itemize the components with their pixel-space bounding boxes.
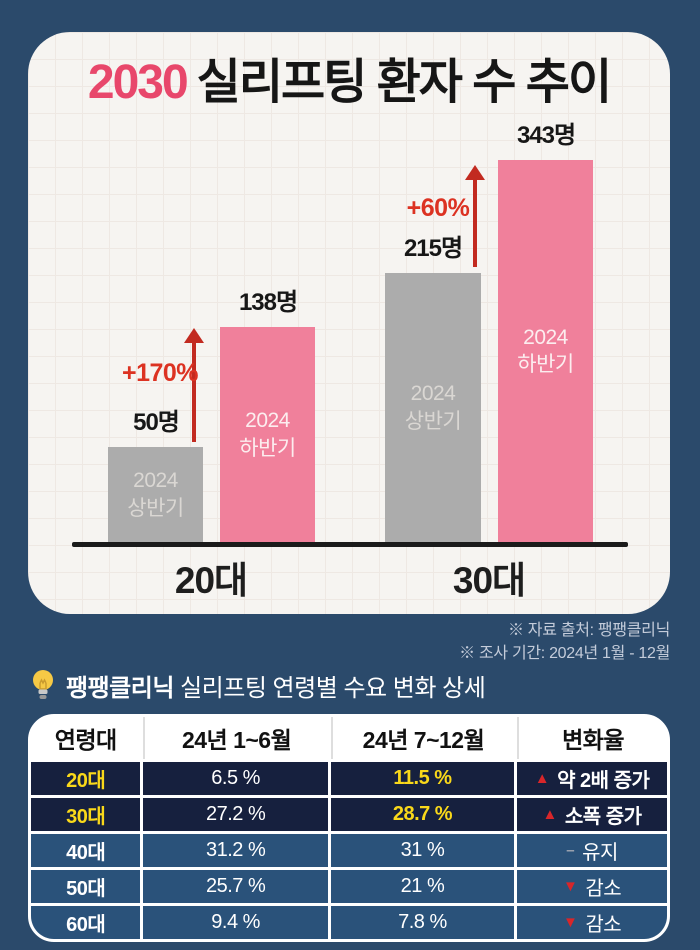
bar-series-label: 2024 하반기 xyxy=(517,324,574,379)
table-row-first-half: 25.7 % xyxy=(143,870,328,903)
trend-down-icon: ▼ xyxy=(562,878,578,895)
arrow-head-icon xyxy=(184,328,204,343)
age-demand-table: 연령대 24년 1~6월 24년 7~12월 변화율 20대 6.5 % 11.… xyxy=(28,714,670,942)
table-row-age: 30대 xyxy=(31,798,141,831)
title-highlight: 2030 xyxy=(87,56,189,109)
table-row-age: 50대 xyxy=(31,870,141,903)
change-text: 약 2배 증가 xyxy=(557,770,650,792)
change-text: 감소 xyxy=(585,914,622,936)
bar-30s-second-half: 2024 하반기 xyxy=(498,160,593,542)
table-row-change: – 유지 xyxy=(517,834,667,867)
value-label-20s-first: 50명 xyxy=(133,409,180,436)
growth-label-30s: +60% xyxy=(406,194,470,222)
bar-series-label: 2024 상반기 xyxy=(404,380,462,435)
category-label-30s: 30대 xyxy=(452,560,526,601)
trend-flat-icon: – xyxy=(566,842,575,859)
value-label-20s-second: 138명 xyxy=(238,289,298,316)
table-row-first-half: 6.5 % xyxy=(143,762,328,795)
trend-up-icon: ▲ xyxy=(534,770,550,787)
table-row-second-half: 28.7 % xyxy=(330,798,515,831)
growth-label-20s: +170% xyxy=(121,359,199,387)
arrow-head-icon xyxy=(465,165,485,180)
bar-20s-second-half: 2024 하반기 xyxy=(220,327,315,542)
table-row-age: 40대 xyxy=(31,834,141,867)
table-row-first-half: 27.2 % xyxy=(143,798,328,831)
table-row-second-half: 21 % xyxy=(330,870,515,903)
arrow-line xyxy=(473,180,477,267)
table-row-age: 60대 xyxy=(31,906,141,939)
col-header-change: 변화율 xyxy=(517,717,667,759)
table-row-first-half: 9.4 % xyxy=(143,906,328,939)
table-section-header: 팽팽클리닉 실리프팅 연령별 수요 변화 상세 xyxy=(30,668,486,703)
section-title-bold: 팽팽클리닉 xyxy=(66,675,174,702)
bar-series-label: 2024 하반기 xyxy=(239,407,296,462)
change-text: 소폭 증가 xyxy=(564,806,642,828)
table-row-change: ▲ 약 2배 증가 xyxy=(517,762,667,795)
bar-series-label: 2024 상반기 xyxy=(127,467,184,522)
bar-label-line1: 2024 xyxy=(245,409,290,433)
value-label-30s-second: 343명 xyxy=(516,122,576,149)
bar-label-line1: 2024 xyxy=(523,325,568,349)
bar-label-line1: 2024 xyxy=(410,382,456,406)
bar-label-line2: 상반기 xyxy=(404,409,462,433)
trend-down-icon: ▼ xyxy=(562,914,578,931)
table-row-change: ▼ 감소 xyxy=(517,906,667,939)
source-line: ※ 자료 출처: 팽팽클리닉 xyxy=(507,622,670,639)
table-row-second-half: 31 % xyxy=(330,834,515,867)
survey-period-line: ※ 조사 기간: 2024년 1월 - 12월 xyxy=(459,644,670,662)
source-notes: ※ 자료 출처: 팽팽클리닉 ※ 조사 기간: 2024년 1월 - 12월 xyxy=(459,620,670,665)
x-axis-line xyxy=(72,542,628,547)
bar-label-line1: 2024 xyxy=(133,469,178,493)
lightbulb-icon xyxy=(33,670,53,699)
section-title: 팽팽클리닉 실리프팅 연령별 수요 변화 상세 xyxy=(66,668,486,703)
bar-label-line2: 상반기 xyxy=(127,496,184,520)
table-row-change: ▼ 감소 xyxy=(517,870,667,903)
col-header-age: 연령대 xyxy=(31,717,141,759)
table-row-change: ▲ 소폭 증가 xyxy=(517,798,667,831)
chart-card: 2030 실리프팅 환자 수 추이 2024 상반기 2024 하반기 2024 … xyxy=(28,32,670,614)
category-label-20s: 20대 xyxy=(174,560,248,601)
bar-20s-first-half: 2024 상반기 xyxy=(108,447,203,542)
bar-label-line2: 하반기 xyxy=(239,436,296,460)
bar-30s-first-half: 2024 상반기 xyxy=(385,273,481,542)
col-header-first-half: 24년 1~6월 xyxy=(143,717,328,759)
growth-arrow-30s-icon xyxy=(465,165,485,267)
page-title: 2030 실리프팅 환자 수 추이 xyxy=(28,32,670,108)
arrow-line xyxy=(192,343,196,442)
change-text: 유지 xyxy=(582,842,618,864)
table-row-second-half: 7.8 % xyxy=(330,906,515,939)
col-header-second-half: 24년 7~12월 xyxy=(330,717,515,759)
change-text: 감소 xyxy=(585,878,622,900)
bar-label-line2: 하반기 xyxy=(517,353,574,376)
trend-up-icon: ▲ xyxy=(542,806,558,823)
table-row-age: 20대 xyxy=(31,762,141,795)
value-label-30s-first: 215명 xyxy=(403,235,463,262)
growth-arrow-20s-icon xyxy=(184,328,204,442)
table-row-first-half: 31.2 % xyxy=(143,834,328,867)
section-title-rest: 실리프팅 연령별 수요 변화 상세 xyxy=(173,675,486,702)
table-row-second-half: 11.5 % xyxy=(330,762,515,795)
title-rest: 실리프팅 환자 수 추이 xyxy=(196,56,612,109)
